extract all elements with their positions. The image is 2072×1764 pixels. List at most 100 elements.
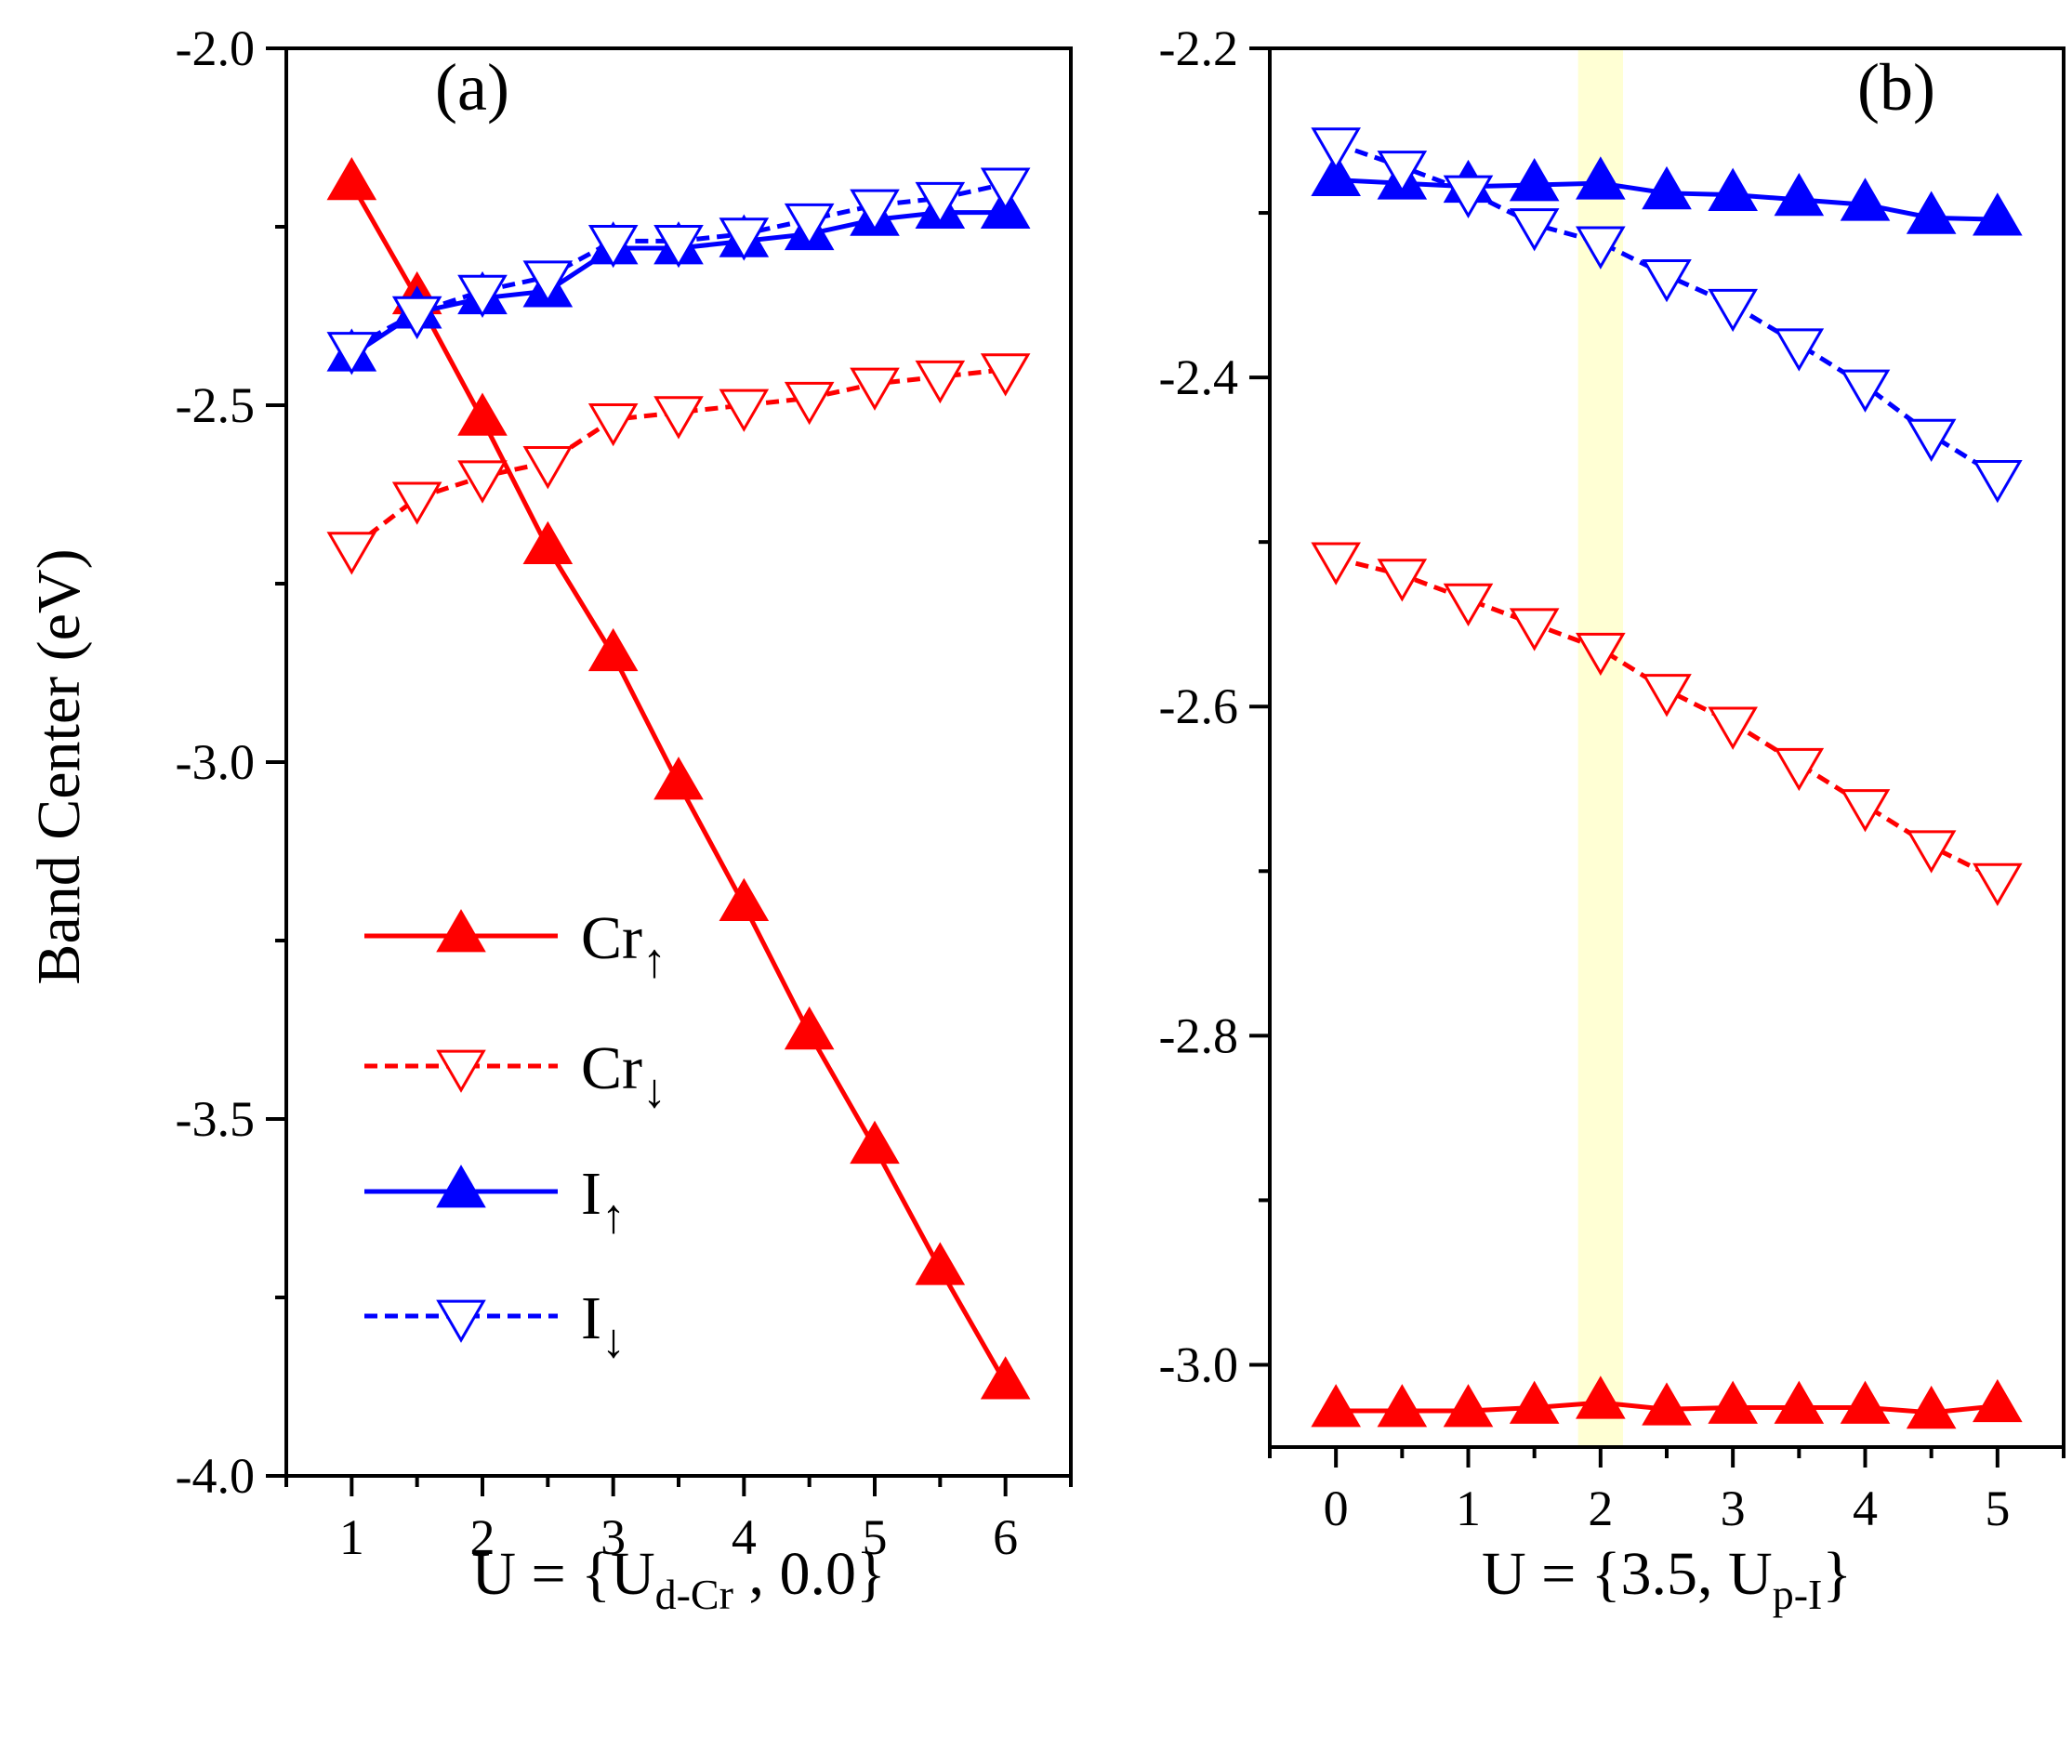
data-point — [1443, 1384, 1494, 1428]
x-tick-label: 1 — [1456, 1481, 1481, 1536]
legend-marker — [436, 1299, 486, 1343]
x-tick-label: 2 — [1588, 1481, 1613, 1536]
data-point — [457, 392, 508, 436]
legend-marker — [436, 1165, 486, 1208]
data-point — [1377, 1384, 1428, 1428]
legend-label-arrow: ↑ — [601, 1191, 626, 1244]
data-point — [1642, 165, 1692, 210]
data-point — [784, 1006, 835, 1050]
x-tick-label: 5 — [863, 1509, 888, 1565]
y-tick-label: -2.8 — [1159, 1007, 1238, 1063]
y-tick-label: -2.4 — [1159, 349, 1238, 405]
legend-label: I↑ — [581, 1160, 626, 1244]
y-tick-label: -4.0 — [176, 1448, 255, 1504]
data-point — [391, 481, 442, 525]
data-point — [719, 877, 770, 921]
data-point — [1708, 706, 1758, 750]
x-tick-label: 4 — [1853, 1481, 1878, 1536]
data-point — [1576, 226, 1626, 270]
data-point — [1840, 789, 1891, 833]
data-point — [391, 296, 442, 340]
series-line — [1335, 556, 1999, 882]
data-point — [1708, 288, 1758, 333]
x-tick-label: 3 — [1721, 1481, 1746, 1536]
legend-label: Cr↑ — [581, 904, 666, 988]
data-point — [1642, 258, 1692, 303]
data-point — [1576, 156, 1626, 200]
data-point — [850, 189, 900, 232]
data-point — [1708, 167, 1758, 211]
data-point — [1973, 459, 2023, 504]
data-point — [784, 203, 835, 247]
legend-label-base: Cr — [581, 904, 642, 972]
legend: Cr↑Cr↓I↑I↓ — [364, 904, 666, 1368]
legend-label-base: I — [581, 1284, 601, 1352]
data-point — [1973, 862, 2023, 907]
x-axis-title-subscript: d-Cr — [655, 1571, 733, 1618]
data-point — [587, 402, 639, 447]
legend-label-arrow: ↓ — [642, 1065, 666, 1118]
data-point — [1509, 158, 1560, 202]
data-point — [1906, 830, 1957, 874]
legend-marker — [436, 909, 486, 953]
y-tick-label: -2.0 — [176, 20, 255, 76]
data-point — [653, 757, 704, 800]
plot-frame — [1268, 46, 2065, 1449]
panel-b: 0 1 2 3 4 5 -2.2 -2.4 -2.6 -2.8 -3.0 U = {3.5, Up-I… — [1159, 20, 2065, 1618]
data-point — [653, 224, 704, 269]
data-point — [1774, 747, 1825, 792]
data-point — [1642, 1382, 1692, 1426]
data-point — [1311, 152, 1361, 197]
x-tick-label: 0 — [1324, 1481, 1349, 1536]
y-tick-label: -2.5 — [176, 377, 255, 433]
panel-label: (a) — [435, 50, 509, 125]
legend-label: I↓ — [581, 1284, 626, 1368]
data-point — [1443, 583, 1494, 627]
x-tick-label: 4 — [732, 1509, 757, 1565]
series-line — [350, 367, 1006, 550]
y-tick-label: -3.0 — [1159, 1336, 1238, 1392]
x-axis-title-tail: } — [1822, 1540, 1852, 1608]
x-axis-title: U = {3.5, Up-I} — [1482, 1540, 1852, 1618]
data-point — [1311, 542, 1361, 586]
data-point — [326, 332, 377, 375]
data-point — [850, 367, 900, 411]
x-axis-title-main: U = {3.5, U — [1482, 1540, 1773, 1608]
data-point — [1973, 1378, 2023, 1423]
data-point — [1576, 632, 1626, 677]
data-point — [1840, 178, 1891, 221]
data-point — [1774, 1380, 1825, 1424]
y-tick-label: -2.2 — [1159, 20, 1238, 76]
panel-a: 1 2 3 4 5 6 -2.0 -2.5 -3.0 -3.5 -4.0 U = {Ud-Cr , 0… — [176, 20, 1073, 1618]
data-point — [1509, 208, 1560, 252]
panel-label: (b) — [1857, 50, 1935, 125]
data-point — [1774, 172, 1825, 217]
data-point — [1443, 175, 1494, 218]
legend-label-arrow: ↑ — [642, 935, 666, 988]
data-point — [719, 217, 770, 261]
data-point — [1576, 1376, 1626, 1419]
data-point — [980, 1356, 1031, 1400]
x-tick-label: 6 — [993, 1509, 1018, 1565]
data-point — [522, 520, 574, 564]
data-point — [457, 274, 508, 319]
legend-label-base: Cr — [581, 1034, 642, 1102]
legend-marker — [436, 1049, 486, 1093]
x-tick-label: 5 — [1985, 1481, 2010, 1536]
data-point — [1509, 1380, 1560, 1424]
data-point — [1840, 1380, 1891, 1424]
data-point — [915, 181, 966, 226]
data-point — [1509, 608, 1560, 652]
data-point — [522, 446, 574, 490]
data-point — [915, 360, 966, 404]
data-point — [1311, 127, 1361, 171]
data-point — [587, 224, 639, 269]
data-point — [784, 381, 835, 426]
data-point — [980, 167, 1031, 211]
data-point — [457, 460, 508, 504]
data-point — [522, 260, 574, 304]
data-point — [1377, 151, 1428, 194]
data-point — [1906, 418, 1957, 462]
legend-label: Cr↓ — [581, 1034, 666, 1118]
